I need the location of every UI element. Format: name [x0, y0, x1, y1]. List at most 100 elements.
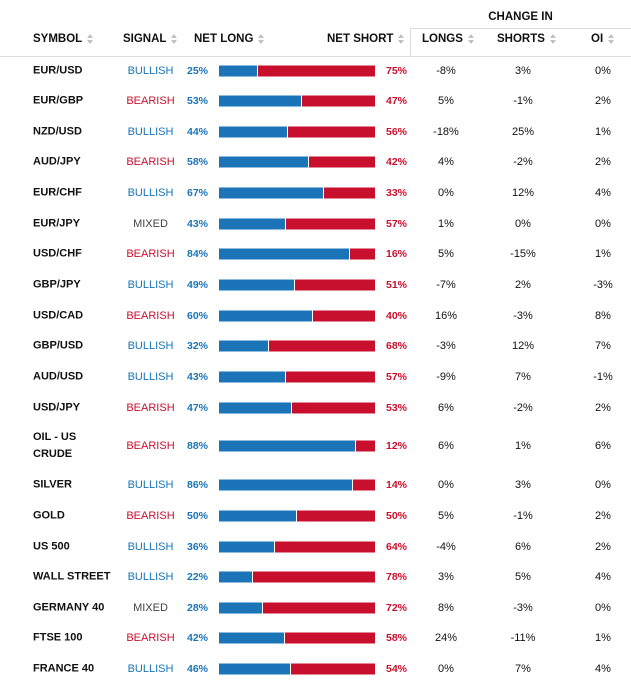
sentiment-bar: [219, 279, 375, 291]
sort-icon[interactable]: [608, 34, 615, 44]
symbol-header-label: SYMBOL: [33, 33, 83, 45]
shorts-change-cell: 7%: [515, 371, 531, 383]
symbol-column-header[interactable]: SYMBOL: [33, 33, 94, 45]
shorts-column-header[interactable]: SHORTS: [497, 33, 557, 45]
longs-change-cell: 0%: [438, 187, 454, 199]
table-row[interactable]: USD/CAD BEARISH 60% 40% 16% -3% 8%: [0, 301, 631, 331]
symbol-cell[interactable]: OIL - US CRUDE: [33, 431, 77, 460]
net-long-value: 50%: [187, 510, 209, 522]
sort-icon[interactable]: [467, 34, 475, 44]
symbol-cell[interactable]: GBP/JPY: [33, 278, 81, 291]
net-long-value: 44%: [187, 126, 209, 138]
net-long-value: 43%: [187, 371, 209, 383]
net-long-bar-fill: [219, 279, 296, 291]
signal-cell: BEARISH: [126, 310, 175, 322]
signal-cell: BULLISH: [127, 479, 174, 491]
longs-change-cell: 3%: [438, 571, 454, 583]
longs-change-cell: 5%: [438, 510, 454, 522]
net-long-value: 47%: [187, 402, 209, 414]
table-row[interactable]: WALL STREET BULLISH 22% 78% 3% 5% 4%: [0, 562, 631, 592]
table-row[interactable]: USD/JPY BEARISH 47% 53% 6% -2% 2%: [0, 393, 631, 423]
table-row[interactable]: AUD/USD BULLISH 43% 57% -9% 7% -1%: [0, 362, 631, 392]
table-row[interactable]: US 500 BULLISH 36% 64% -4% 6% 2%: [0, 532, 631, 562]
sentiment-bar: [219, 541, 375, 553]
oi-change-cell: 6%: [595, 440, 611, 452]
longs-change-cell: 0%: [438, 479, 454, 491]
net-short-value: 78%: [386, 571, 408, 583]
symbol-cell[interactable]: AUD/USD: [33, 370, 84, 383]
symbol-cell[interactable]: USD/JPY: [33, 401, 81, 414]
symbol-cell[interactable]: USD/CHF: [33, 247, 82, 260]
net-long-column-header[interactable]: NET LONG: [194, 33, 265, 45]
symbol-cell[interactable]: USD/CAD: [33, 309, 84, 322]
shorts-change-cell: -3%: [513, 310, 533, 322]
net-short-header-label: NET SHORT: [327, 33, 394, 45]
net-long-bar-fill: [219, 187, 324, 199]
table-row[interactable]: FTSE 100 BEARISH 42% 58% 24% -11% 1%: [0, 623, 631, 653]
shorts-header-label: SHORTS: [497, 33, 545, 45]
symbol-cell[interactable]: GERMANY 40: [33, 601, 105, 614]
table-row[interactable]: USD/CHF BEARISH 84% 16% 5% -15% 1%: [0, 239, 631, 269]
change-in-header: CHANGE IN: [488, 11, 553, 23]
symbol-cell[interactable]: US 500: [33, 540, 70, 553]
symbol-cell[interactable]: EUR/USD: [33, 64, 83, 77]
symbol-cell[interactable]: SILVER: [33, 478, 72, 491]
net-short-value: 47%: [386, 95, 408, 107]
sort-icon[interactable]: [171, 34, 178, 44]
signal-cell: MIXED: [133, 218, 168, 230]
symbol-cell[interactable]: GBP/USD: [33, 339, 84, 352]
net-long-value: 46%: [187, 663, 209, 675]
table-row[interactable]: SILVER BULLISH 86% 14% 0% 3% 0%: [0, 470, 631, 500]
symbol-cell[interactable]: EUR/CHF: [33, 186, 82, 199]
table-row[interactable]: FRANCE 40 BULLISH 46% 54% 0% 7% 4%: [0, 654, 631, 684]
table-row[interactable]: OIL - US CRUDE BEARISH 88% 12% 6% 1% 6%: [0, 425, 631, 467]
net-short-value: 68%: [386, 340, 408, 352]
sentiment-bar: [219, 602, 375, 614]
table-row[interactable]: GERMANY 40 MIXED 28% 72% 8% -3% 0%: [0, 593, 631, 623]
table-row[interactable]: EUR/USD BULLISH 25% 75% -8% 3% 0%: [0, 56, 631, 86]
symbol-cell[interactable]: EUR/JPY: [33, 217, 81, 230]
signal-cell: BULLISH: [127, 371, 174, 383]
symbol-cell[interactable]: EUR/GBP: [33, 94, 84, 107]
symbol-cell[interactable]: AUD/JPY: [33, 155, 81, 168]
table-row[interactable]: AUD/JPY BEARISH 58% 42% 4% -2% 2%: [0, 147, 631, 177]
shorts-change-cell: -2%: [513, 156, 533, 168]
net-long-bar-fill: [219, 571, 254, 583]
sort-icon[interactable]: [398, 34, 405, 44]
symbol-cell[interactable]: FTSE 100: [33, 631, 83, 644]
table-row[interactable]: EUR/JPY MIXED 43% 57% 1% 0% 0%: [0, 209, 631, 239]
sentiment-bar: [219, 371, 375, 383]
table-row[interactable]: GBP/JPY BULLISH 49% 51% -7% 2% -3%: [0, 270, 631, 300]
sentiment-bar: [219, 479, 375, 491]
sort-icon[interactable]: [549, 34, 557, 44]
net-short-column-header[interactable]: NET SHORT: [327, 33, 405, 45]
net-long-value: 67%: [187, 187, 209, 199]
oi-column-header[interactable]: OI: [591, 33, 615, 45]
oi-change-cell: 4%: [595, 187, 611, 199]
longs-column-header[interactable]: LONGS: [422, 33, 475, 45]
table-row[interactable]: EUR/GBP BEARISH 53% 47% 5% -1% 2%: [0, 86, 631, 116]
net-long-value: 84%: [187, 248, 209, 260]
table-row[interactable]: NZD/USD BULLISH 44% 56% -18% 25% 1%: [0, 117, 631, 147]
signal-cell: BEARISH: [126, 156, 175, 168]
net-short-value: 54%: [386, 663, 408, 675]
table-row[interactable]: GBP/USD BULLISH 32% 68% -3% 12% 7%: [0, 331, 631, 361]
symbol-cell[interactable]: FRANCE 40: [33, 662, 95, 675]
net-long-bar-fill: [219, 126, 288, 138]
symbol-cell[interactable]: WALL STREET: [33, 570, 111, 583]
sort-icon[interactable]: [87, 34, 94, 44]
signal-column-header[interactable]: SIGNAL: [123, 33, 178, 45]
longs-change-cell: 24%: [434, 632, 458, 644]
sort-icon[interactable]: [258, 34, 265, 44]
symbol-cell[interactable]: NZD/USD: [33, 125, 82, 138]
oi-change-cell: 2%: [595, 402, 611, 414]
net-long-bar-fill: [219, 479, 354, 491]
symbol-cell[interactable]: GOLD: [33, 509, 65, 522]
signal-cell: BEARISH: [126, 248, 175, 260]
sentiment-bar: [219, 65, 375, 77]
table-row[interactable]: GOLD BEARISH 50% 50% 5% -1% 2%: [0, 501, 631, 531]
oi-change-cell: 7%: [595, 340, 611, 352]
sentiment-bar: [219, 571, 375, 583]
longs-change-cell: -4%: [436, 541, 456, 553]
table-row[interactable]: EUR/CHF BULLISH 67% 33% 0% 12% 4%: [0, 178, 631, 208]
